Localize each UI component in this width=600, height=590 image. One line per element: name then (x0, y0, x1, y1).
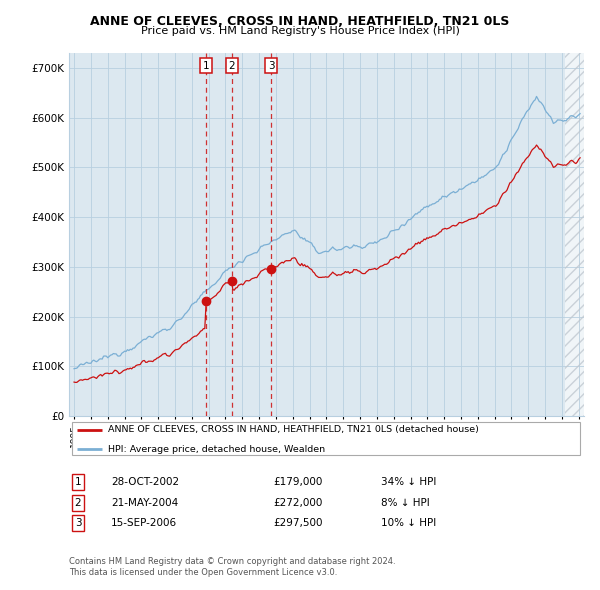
Text: Price paid vs. HM Land Registry's House Price Index (HPI): Price paid vs. HM Land Registry's House … (140, 26, 460, 36)
Text: 3: 3 (74, 519, 82, 528)
Text: Contains HM Land Registry data © Crown copyright and database right 2024.: Contains HM Land Registry data © Crown c… (69, 558, 395, 566)
Text: 3: 3 (268, 61, 274, 71)
Text: ANNE OF CLEEVES, CROSS IN HAND, HEATHFIELD, TN21 0LS (detached house): ANNE OF CLEEVES, CROSS IN HAND, HEATHFIE… (107, 425, 478, 434)
Text: £297,500: £297,500 (273, 519, 323, 528)
Bar (565, 53, 584, 416)
Text: 15-SEP-2006: 15-SEP-2006 (111, 519, 177, 528)
Text: £272,000: £272,000 (273, 498, 322, 507)
Bar (565, 53, 584, 416)
Text: 2: 2 (229, 61, 235, 71)
Text: 8% ↓ HPI: 8% ↓ HPI (381, 498, 430, 507)
Text: HPI: Average price, detached house, Wealden: HPI: Average price, detached house, Weal… (107, 445, 325, 454)
FancyBboxPatch shape (71, 422, 580, 455)
Text: £179,000: £179,000 (273, 477, 322, 487)
Text: 28-OCT-2002: 28-OCT-2002 (111, 477, 179, 487)
Text: 21-MAY-2004: 21-MAY-2004 (111, 498, 178, 507)
Text: 1: 1 (202, 61, 209, 71)
Text: ANNE OF CLEEVES, CROSS IN HAND, HEATHFIELD, TN21 0LS: ANNE OF CLEEVES, CROSS IN HAND, HEATHFIE… (91, 15, 509, 28)
Text: 10% ↓ HPI: 10% ↓ HPI (381, 519, 436, 528)
Text: 2: 2 (74, 498, 82, 507)
Text: This data is licensed under the Open Government Licence v3.0.: This data is licensed under the Open Gov… (69, 568, 337, 577)
Text: 1: 1 (74, 477, 82, 487)
Text: 34% ↓ HPI: 34% ↓ HPI (381, 477, 436, 487)
